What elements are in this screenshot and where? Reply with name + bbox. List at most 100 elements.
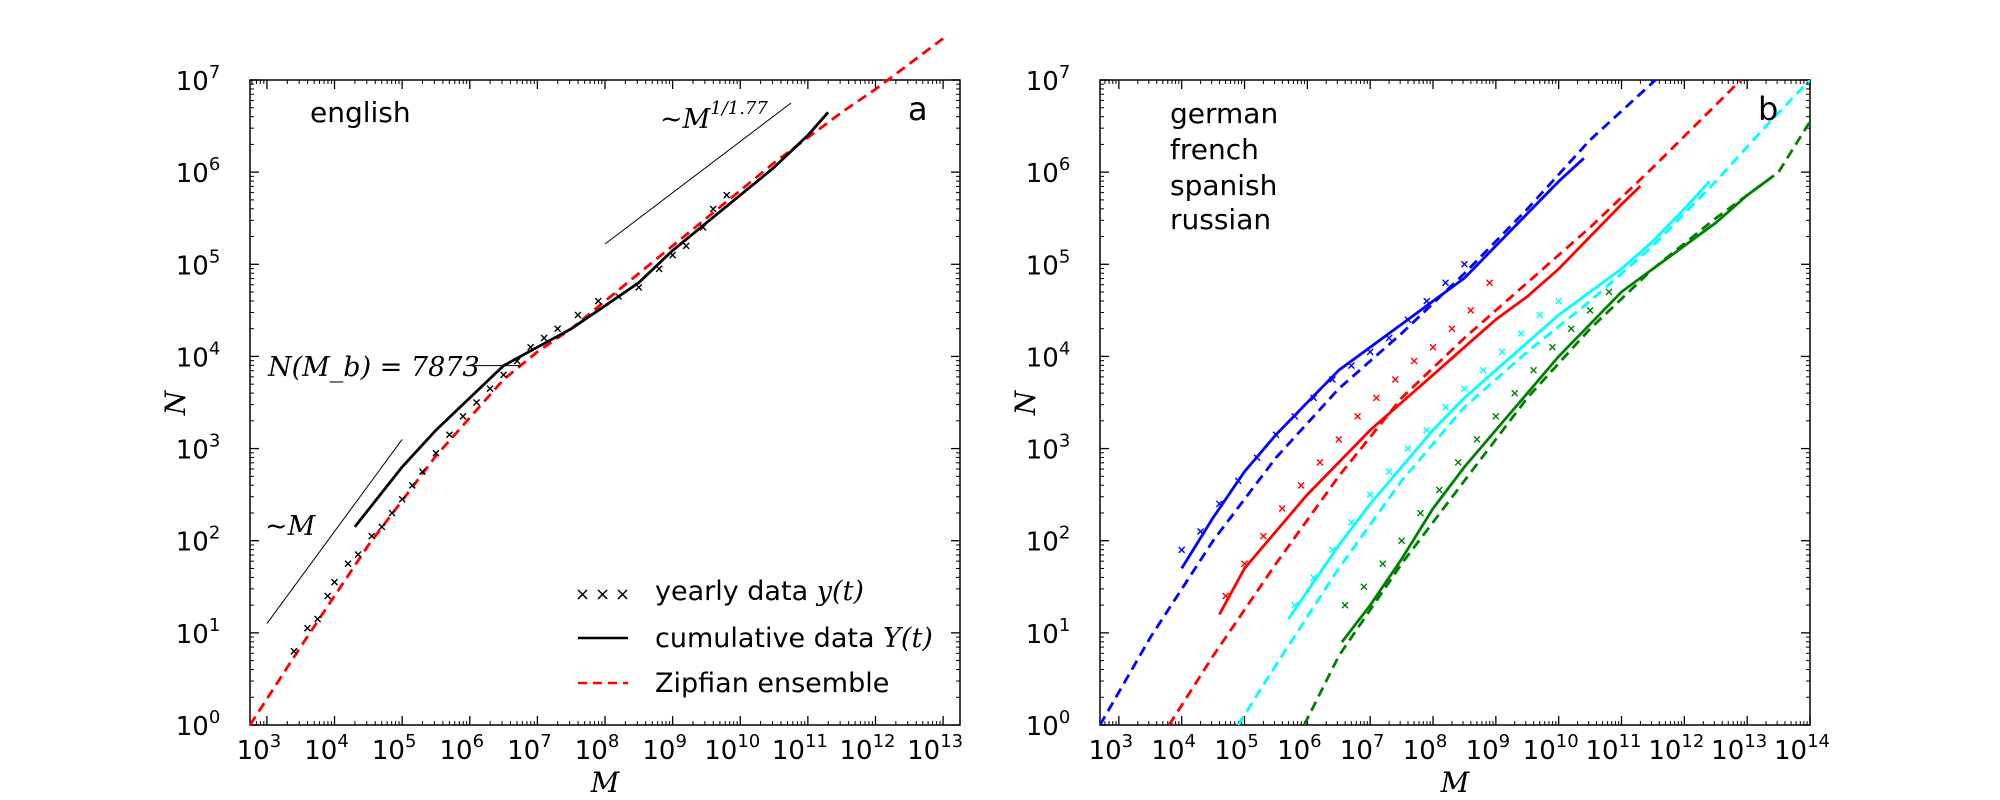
yearly-data-point — [354, 551, 362, 559]
german-yearly-point — [1310, 394, 1318, 402]
guide-line — [604, 102, 792, 245]
yearly-data-point — [398, 495, 406, 503]
y-tick-base: 10 — [1026, 343, 1059, 373]
x-tick-label: 104 — [304, 731, 349, 766]
french-model-line — [1167, 80, 1742, 725]
panel-a-plot-area — [249, 79, 961, 726]
y-tick-base: 10 — [176, 343, 209, 373]
legend-german: german — [1170, 97, 1278, 130]
x-tick-exp: 5 — [1247, 731, 1258, 752]
x-tick-base: 10 — [304, 736, 337, 766]
german-yearly-point — [1423, 297, 1431, 305]
german-model-line — [1100, 80, 1658, 725]
legend-cumulative-label: cumulative data Y(t) — [655, 623, 933, 654]
spanish-yearly-point — [1366, 491, 1374, 499]
french-yearly-point — [1410, 357, 1418, 365]
y-tick-exp: 1 — [1059, 615, 1070, 636]
panel-a-legend: × × × yearly data y(t) cumulative data Y… — [575, 576, 933, 699]
y-tick-exp: 7 — [209, 62, 220, 83]
yearly-data-point — [486, 385, 494, 393]
x-tick-label: 106 — [1277, 731, 1322, 766]
yearly-data-point — [574, 311, 582, 319]
panel-b-series — [1100, 80, 1810, 725]
french-yearly-point — [1222, 592, 1230, 600]
x-tick-base: 10 — [1586, 736, 1619, 766]
french-yearly-point — [1354, 412, 1362, 420]
yearly-data-point — [473, 399, 481, 406]
french-yearly-point — [1486, 279, 1494, 287]
y-tick-exp: 5 — [209, 246, 220, 267]
x-tick-exp: 12 — [873, 731, 896, 752]
spanish-yearly-point — [1442, 403, 1450, 411]
panel-b-legend: german french spanish russian — [1170, 97, 1278, 236]
french-yearly-point — [1335, 435, 1343, 443]
russian-yearly-point — [1530, 366, 1538, 374]
x-tick-label: 1010 — [704, 731, 760, 766]
y-tick-label: 100 — [1026, 707, 1071, 742]
x-tick-base: 10 — [704, 736, 737, 766]
russian-yearly-point — [1548, 343, 1556, 351]
legend-spanish: spanish — [1170, 169, 1277, 202]
y-tick-exp: 4 — [1059, 338, 1070, 359]
y-tick-exp: 6 — [1059, 154, 1070, 175]
y-tick-base: 10 — [176, 436, 209, 466]
x-tick-base: 10 — [237, 736, 270, 766]
x-tick-base: 10 — [642, 736, 675, 766]
y-tick-label: 106 — [1026, 154, 1071, 189]
x-tick-exp: 11 — [1619, 731, 1642, 752]
y-tick-label: 104 — [1026, 338, 1071, 373]
russian-yearly-point — [1379, 560, 1387, 568]
y-tick-label: 101 — [176, 615, 221, 650]
yearly-data-point — [527, 343, 535, 351]
german-yearly-point — [1442, 279, 1450, 287]
y-tick-exp: 2 — [1059, 523, 1070, 544]
yearly-data-point — [682, 242, 690, 250]
x-tick-exp: 13 — [1744, 731, 1767, 752]
x-tick-label: 1013 — [907, 731, 963, 766]
yearly-data-point — [314, 615, 322, 623]
russian-yearly-point — [1567, 325, 1575, 333]
russian-yearly-point — [1360, 583, 1368, 591]
german-yearly-point — [1404, 316, 1412, 324]
slope-low-annotation: ~M — [265, 511, 317, 542]
french-yearly-point — [1259, 532, 1267, 540]
y-tick-label: 103 — [176, 431, 221, 466]
x-tick-label: 105 — [372, 731, 417, 766]
yearly-data-point — [709, 205, 717, 213]
x-tick-base: 10 — [507, 736, 540, 766]
russian-yearly-point — [1416, 509, 1424, 517]
x-tick-exp: 12 — [1681, 731, 1704, 752]
yearly-data-point — [432, 449, 440, 457]
yearly-data-point — [655, 265, 663, 273]
spanish-yearly-point — [1423, 426, 1431, 434]
yearly-data-point — [378, 523, 386, 531]
guide-line — [266, 439, 403, 624]
x-tick-exp: 10 — [1556, 731, 1579, 752]
y-tick-exp: 4 — [209, 338, 220, 359]
svg-text:×: × — [595, 584, 610, 605]
x-tick-exp: 10 — [737, 731, 760, 752]
x-tick-base: 10 — [372, 736, 405, 766]
x-tick-exp: 13 — [940, 731, 963, 752]
spanish-yearly-point — [1460, 385, 1468, 393]
x-tick-base: 10 — [1403, 736, 1436, 766]
french-cumulative-line — [1218, 184, 1642, 616]
x-tick-base: 10 — [1711, 736, 1744, 766]
spanish-yearly-point — [1479, 366, 1487, 374]
panel-a-letter: a — [908, 90, 928, 128]
y-tick-base: 10 — [176, 251, 209, 281]
x-tick-exp: 3 — [270, 731, 281, 752]
x-tick-label: 1012 — [1648, 731, 1704, 766]
x-tick-label: 109 — [642, 731, 687, 766]
x-tick-base: 10 — [575, 736, 608, 766]
y-tick-exp: 0 — [1059, 707, 1070, 728]
y-tick-exp: 2 — [209, 523, 220, 544]
russian-yearly-point — [1605, 288, 1613, 296]
y-tick-base: 10 — [1026, 712, 1059, 742]
x-tick-exp: 5 — [405, 731, 416, 752]
svg-text:×: × — [575, 584, 590, 605]
x-tick-exp: 9 — [675, 731, 686, 752]
panel-a-series — [248, 37, 944, 726]
x-tick-label: 1011 — [772, 731, 828, 766]
x-tick-label: 1010 — [1523, 731, 1579, 766]
